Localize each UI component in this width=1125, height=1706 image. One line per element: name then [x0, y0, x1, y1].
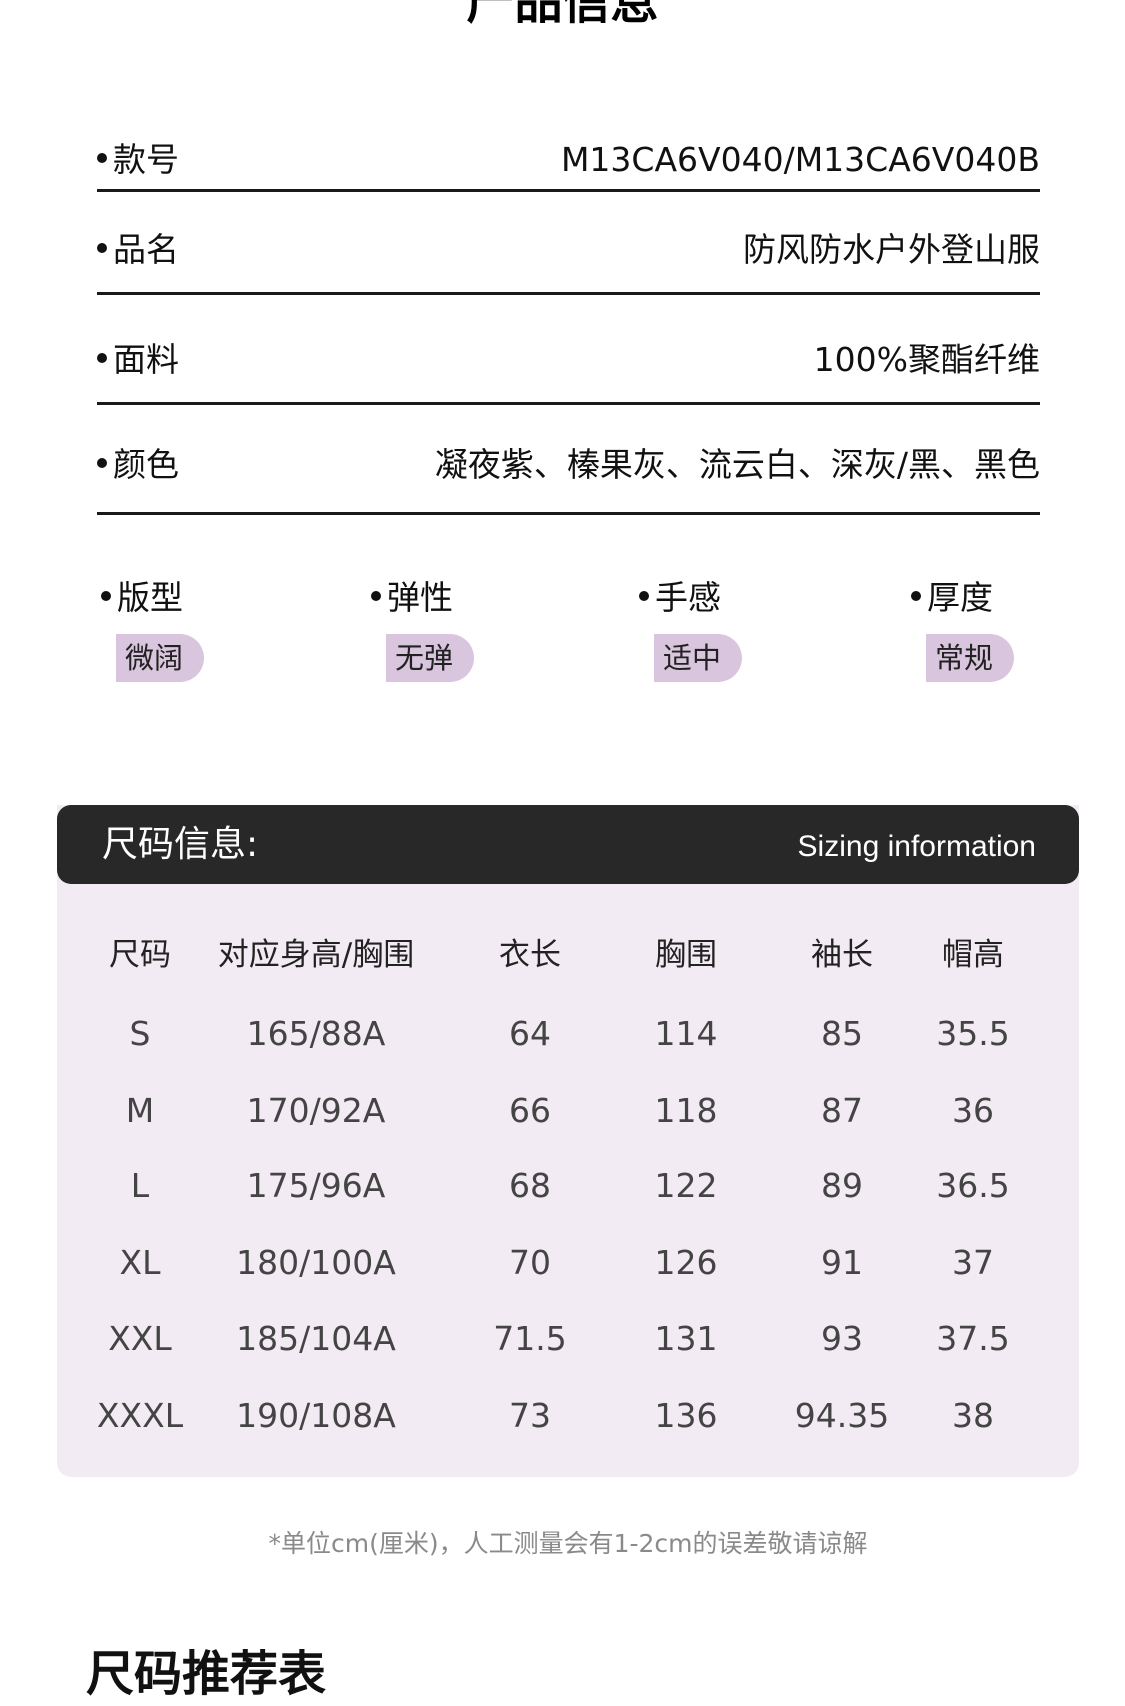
info-row: 颜色 凝夜紫、榛果灰、流云白、深灰/黑、黑色 — [97, 445, 1040, 515]
column-header: 袖长 — [811, 937, 873, 973]
column-header: 对应身高/胸围 — [217, 937, 415, 973]
attribute-tag: 无弹 — [386, 634, 474, 682]
size-table-header: 尺码信息: Sizing information — [57, 805, 1079, 884]
measurement-note: *单位cm(厘米)，人工测量会有1-2cm的误差敬请谅解 — [268, 1529, 868, 1558]
table-cell: 94.35 — [794, 1396, 890, 1435]
info-row: 品名 防风防水户外登山服 — [97, 230, 1040, 295]
bullet-icon — [97, 242, 107, 253]
bullet-icon — [97, 352, 107, 363]
table-cell: 36.5 — [936, 1166, 1010, 1205]
table-cell: 35.5 — [936, 1014, 1010, 1053]
attribute: 版型 微阔 — [101, 578, 204, 682]
bullet-icon — [639, 590, 649, 601]
attribute-tag: 微阔 — [116, 634, 204, 682]
bullet-icon — [97, 152, 107, 163]
table-cell: L — [130, 1166, 150, 1205]
table-cell: 73 — [509, 1396, 551, 1435]
column-header: 尺码 — [109, 937, 171, 973]
size-table-title: 尺码信息: — [102, 824, 259, 865]
attribute: 弹性 无弹 — [371, 578, 474, 682]
table-cell: 170/92A — [246, 1091, 386, 1130]
size-table — [57, 805, 1079, 1477]
bullet-icon — [97, 457, 107, 468]
column-header: 衣长 — [499, 937, 561, 973]
attribute-label: 版型 — [101, 578, 183, 618]
size-recommend-title: 尺码推荐表 — [86, 1646, 327, 1702]
table-cell: 185/104A — [236, 1319, 396, 1358]
info-label-text: 面料 — [113, 340, 179, 379]
bullet-icon — [911, 590, 921, 601]
attribute-tag: 常规 — [926, 634, 1014, 682]
table-cell: 165/88A — [246, 1014, 386, 1053]
info-value: M13CA6V040/M13CA6V040B — [560, 140, 1040, 179]
column-header: 帽高 — [942, 937, 1004, 973]
table-cell: 136 — [654, 1396, 718, 1435]
table-cell: 91 — [821, 1243, 863, 1282]
table-cell: XXL — [108, 1319, 172, 1358]
info-label: 颜色 — [97, 445, 179, 485]
info-value: 100%聚酯纤维 — [813, 340, 1040, 379]
attribute-label-text: 手感 — [655, 578, 721, 617]
table-cell: 93 — [821, 1319, 863, 1358]
table-cell: M — [125, 1091, 155, 1130]
table-cell: 180/100A — [236, 1243, 396, 1282]
info-label-text: 颜色 — [113, 445, 179, 484]
table-cell: 36 — [952, 1091, 994, 1130]
table-cell: 66 — [509, 1091, 551, 1130]
bullet-icon — [101, 590, 111, 601]
table-cell: 190/108A — [236, 1396, 396, 1435]
bullet-icon — [371, 590, 381, 601]
info-row: 面料 100%聚酯纤维 — [97, 340, 1040, 405]
info-label-text: 品名 — [113, 230, 179, 269]
attribute-label-text: 版型 — [117, 578, 183, 617]
table-cell: XXXL — [96, 1396, 184, 1435]
table-cell: 85 — [821, 1014, 863, 1053]
table-cell: 64 — [509, 1014, 551, 1053]
column-header: 胸围 — [655, 937, 717, 973]
table-cell: 38 — [952, 1396, 994, 1435]
table-cell: 126 — [654, 1243, 718, 1282]
table-cell: 122 — [654, 1166, 718, 1205]
attribute-label: 弹性 — [371, 578, 453, 618]
size-table-title-en: Sizing information — [797, 830, 1036, 863]
table-cell: 37 — [952, 1243, 994, 1282]
table-cell: 70 — [509, 1243, 551, 1282]
info-value: 凝夜紫、榛果灰、流云白、深灰/黑、黑色 — [434, 445, 1040, 484]
attribute-tag: 适中 — [654, 634, 742, 682]
table-cell: 37.5 — [936, 1319, 1010, 1358]
info-label: 款号 — [97, 140, 179, 180]
attribute-label-text: 弹性 — [387, 578, 453, 617]
table-cell: 89 — [821, 1166, 863, 1205]
attribute-label: 手感 — [639, 578, 721, 618]
attribute-label: 厚度 — [911, 578, 993, 618]
table-cell: 175/96A — [246, 1166, 386, 1205]
table-cell: S — [129, 1014, 151, 1053]
table-cell: 118 — [654, 1091, 718, 1130]
attribute: 厚度 常规 — [911, 578, 1014, 682]
table-cell: 131 — [654, 1319, 718, 1358]
table-cell: 87 — [821, 1091, 863, 1130]
table-cell: 114 — [654, 1014, 718, 1053]
info-label-text: 款号 — [113, 140, 179, 179]
table-cell: XL — [119, 1243, 161, 1282]
info-label: 面料 — [97, 340, 179, 380]
attribute-label-text: 厚度 — [927, 578, 993, 617]
info-value: 防风防水户外登山服 — [743, 230, 1040, 269]
info-row: 款号 M13CA6V040/M13CA6V040B — [97, 140, 1040, 192]
section-title-clipped: 产品信息 — [466, 0, 659, 30]
info-label: 品名 — [97, 230, 179, 270]
table-cell: 68 — [509, 1166, 551, 1205]
table-cell: 71.5 — [493, 1319, 567, 1358]
attribute: 手感 适中 — [639, 578, 742, 682]
